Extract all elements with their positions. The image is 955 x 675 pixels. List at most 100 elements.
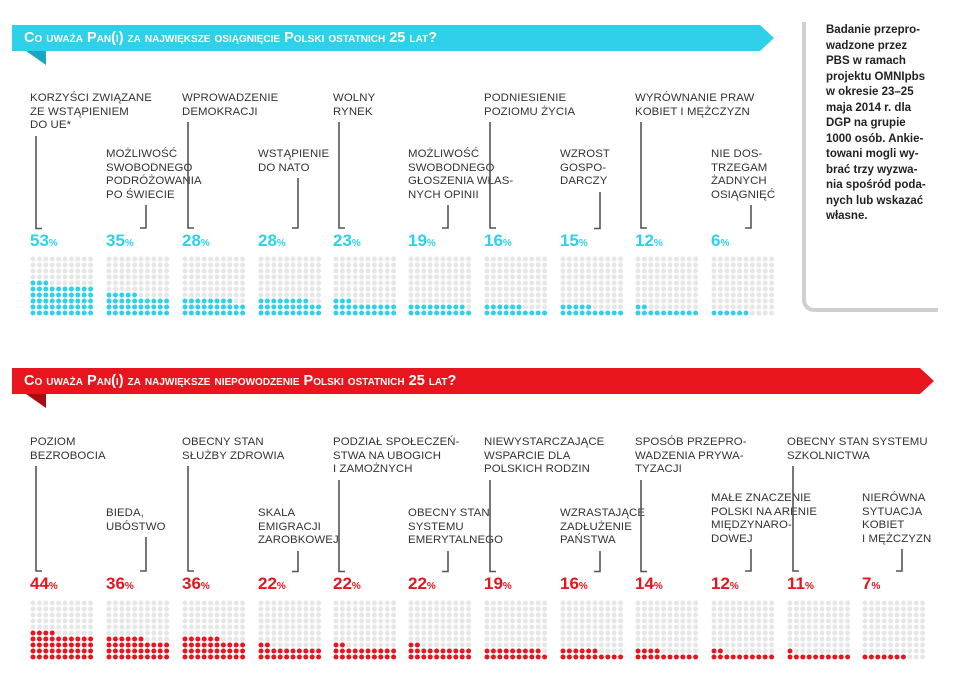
dot-empty: [618, 648, 624, 654]
dot-filled: [648, 310, 654, 316]
dot-empty: [446, 624, 452, 630]
dot-empty: [421, 624, 427, 630]
dot-empty: [271, 256, 277, 262]
dot-filled: [503, 648, 509, 654]
dot-empty: [680, 256, 686, 262]
dot-empty: [762, 286, 768, 292]
dot-empty: [529, 262, 535, 268]
dot-empty: [769, 268, 775, 274]
dot-empty: [724, 286, 730, 292]
dot-empty: [303, 262, 309, 268]
dot-empty: [296, 262, 302, 268]
dot-empty: [352, 286, 358, 292]
dot-empty: [201, 606, 207, 612]
dot-filled: [384, 304, 390, 310]
dot-empty: [618, 256, 624, 262]
dot-filled: [106, 654, 112, 660]
dot-empty: [711, 286, 717, 292]
dot-filled: [208, 310, 214, 316]
dot-empty: [195, 280, 201, 286]
dot-empty: [661, 274, 667, 280]
dot-empty: [277, 256, 283, 262]
dot-filled: [112, 298, 118, 304]
dot-empty: [233, 630, 239, 636]
dot-empty: [800, 612, 806, 618]
dot-empty: [724, 268, 730, 274]
dot-empty: [560, 630, 566, 636]
dot-empty: [522, 630, 528, 636]
dot-empty: [132, 262, 138, 268]
dot-empty: [201, 274, 207, 280]
dot-empty: [673, 648, 679, 654]
dot-filled: [371, 648, 377, 654]
dot-empty: [220, 256, 226, 262]
dot-empty: [756, 624, 762, 630]
dot-empty: [881, 618, 887, 624]
dot-filled: [845, 654, 851, 660]
dot-empty: [138, 274, 144, 280]
dot-empty: [717, 618, 723, 624]
dot-empty: [132, 606, 138, 612]
dot-empty: [648, 624, 654, 630]
dot-empty: [138, 292, 144, 298]
dot-filled: [271, 304, 277, 310]
dot-empty: [522, 292, 528, 298]
dot-empty: [838, 630, 844, 636]
dot-empty: [233, 274, 239, 280]
dot-filled: [440, 648, 446, 654]
dot-empty: [592, 630, 598, 636]
dot-empty: [673, 286, 679, 292]
dot-filled: [711, 310, 717, 316]
dot-empty: [75, 256, 81, 262]
dot-empty: [56, 280, 62, 286]
dot-empty: [611, 618, 617, 624]
dot-empty: [503, 606, 509, 612]
dot-empty: [743, 600, 749, 606]
dot-empty: [542, 600, 548, 606]
dot-filled: [592, 654, 598, 660]
dot-empty: [586, 636, 592, 642]
dot-empty: [352, 600, 358, 606]
dot-empty: [542, 304, 548, 310]
dot-filled: [220, 654, 226, 660]
dot-empty: [233, 600, 239, 606]
percentage-number: 19: [484, 574, 503, 593]
dot-empty: [43, 624, 49, 630]
dot-filled: [201, 298, 207, 304]
dot-empty: [661, 642, 667, 648]
dot-empty: [151, 256, 157, 262]
dot-filled: [359, 654, 365, 660]
dot-filled: [408, 304, 414, 310]
dot-filled: [43, 654, 49, 660]
dot-filled: [661, 654, 667, 660]
dot-empty: [762, 636, 768, 642]
dot-filled: [346, 304, 352, 310]
dot-empty: [208, 630, 214, 636]
dot-filled: [762, 654, 768, 660]
dot-empty: [188, 262, 194, 268]
dot-empty: [30, 618, 36, 624]
dot-empty: [510, 274, 516, 280]
dot-empty: [408, 256, 414, 262]
dot-empty: [490, 292, 496, 298]
dot-empty: [378, 292, 384, 298]
dot-filled: [208, 304, 214, 310]
dot-filled: [497, 654, 503, 660]
dot-empty: [641, 618, 647, 624]
dot-empty: [164, 256, 170, 262]
dot-empty: [838, 642, 844, 648]
dot-filled: [36, 286, 42, 292]
dot-empty: [427, 612, 433, 618]
dot-empty: [240, 286, 246, 292]
dot-empty: [188, 624, 194, 630]
dot-empty: [618, 292, 624, 298]
dot-empty: [427, 256, 433, 262]
dot-filled: [408, 310, 414, 316]
dot-filled: [188, 648, 194, 654]
dot-empty: [535, 636, 541, 642]
dot-grid: [30, 256, 94, 316]
dot-empty: [208, 280, 214, 286]
dot-empty: [648, 292, 654, 298]
dot-filled: [233, 310, 239, 316]
dot-empty: [151, 630, 157, 636]
